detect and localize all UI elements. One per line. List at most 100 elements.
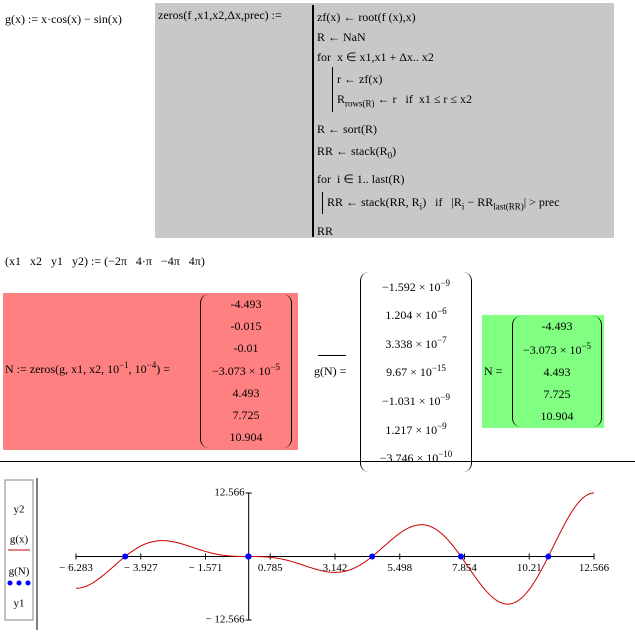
x-tick-label: − 1.571 bbox=[189, 562, 223, 574]
text-part: ) if |R bbox=[422, 195, 462, 209]
vectorize-arrow bbox=[318, 355, 346, 356]
text-part: ← r if x1 ≤ r ≤ x2 bbox=[374, 92, 473, 106]
vector-cell: 1.217 × 10−9 bbox=[385, 421, 446, 438]
vector-cell: −1.031 × 10−9 bbox=[382, 392, 450, 409]
vector-cell: −3.073 × 10−5 bbox=[523, 341, 591, 358]
loop-bar bbox=[322, 192, 323, 214]
n-box bbox=[3, 293, 298, 450]
vector-cell: -0.01 bbox=[233, 340, 259, 355]
program-line: RR ← stack(R0) bbox=[317, 144, 396, 160]
x-tick-label: − 3.927 bbox=[124, 562, 158, 574]
exponent: −7 bbox=[437, 334, 447, 345]
x-tick-label: 5.498 bbox=[387, 562, 412, 574]
text-part: R ← NaN bbox=[317, 30, 366, 44]
legend-box bbox=[4, 479, 34, 621]
x-tick-label: 0.785 bbox=[258, 562, 283, 574]
root-point bbox=[545, 553, 552, 560]
x-tick-label: 7.854 bbox=[452, 562, 477, 574]
text-part: zf(x) ← root(f (x),x) bbox=[317, 10, 416, 24]
text-part: RR ← stack(R bbox=[317, 144, 388, 158]
separator bbox=[0, 461, 635, 462]
definition: g(x) := x·cos(x) − sin(x) bbox=[5, 12, 122, 26]
mantissa: 1.204 × 10 bbox=[385, 308, 438, 323]
exponent: −9 bbox=[440, 277, 451, 288]
x-tick-label: 10.21 bbox=[517, 562, 542, 574]
text-part: | > prec bbox=[523, 195, 560, 209]
mantissa: 3.338 × 10 bbox=[385, 336, 438, 351]
root-point bbox=[122, 553, 129, 560]
program-line: for i ∈ 1.. last(R) bbox=[317, 172, 404, 187]
text-part: for i ∈ 1.. last(R) bbox=[317, 172, 405, 186]
text-part: R ← sort(R) bbox=[317, 122, 377, 136]
x-tick-label: 12.566 bbox=[579, 562, 610, 574]
result-box bbox=[482, 315, 604, 428]
exponent: −15 bbox=[431, 363, 446, 374]
exponent: −9 bbox=[437, 420, 447, 431]
subscript: i bbox=[419, 201, 423, 212]
superscript: −4 bbox=[146, 360, 157, 370]
program-box bbox=[155, 3, 614, 238]
result-label: N = bbox=[484, 364, 503, 378]
exponent: −5 bbox=[270, 362, 281, 373]
mantissa: 1.217 × 10 bbox=[385, 422, 438, 437]
mantissa: −3.073 × 10 bbox=[211, 364, 271, 379]
text-part: RR ← stack(RR, R bbox=[327, 195, 420, 209]
vector-cell: 4.493 bbox=[543, 364, 571, 379]
mantissa: −1.031 × 10 bbox=[381, 394, 441, 409]
program-line: R ← NaN bbox=[317, 30, 366, 45]
vector-cell: 7.725 bbox=[543, 386, 571, 401]
subscript: i bbox=[461, 201, 465, 212]
text-part: − RR bbox=[464, 195, 494, 209]
text-part: ) bbox=[392, 144, 397, 158]
legend-label: y2 bbox=[14, 504, 25, 516]
program-line: R ← sort(R) bbox=[317, 122, 377, 137]
program-header: zeros(f ,x1,x2,Δx,prec) := bbox=[158, 8, 282, 22]
loop-bar bbox=[332, 67, 333, 112]
root-point bbox=[369, 553, 376, 560]
gn-label: g(N) = bbox=[314, 364, 347, 378]
root-point bbox=[245, 553, 252, 560]
exponent: −10 bbox=[438, 449, 453, 460]
exponent: −5 bbox=[581, 341, 592, 352]
legend-point bbox=[7, 580, 13, 586]
vector-cell: 3.338 × 10−7 bbox=[385, 335, 446, 352]
vector-cell: -4.493 bbox=[230, 297, 262, 312]
program-line: RR ← stack(RR, Ri) if |Ri − RRlast(RR)| … bbox=[327, 195, 560, 211]
vector-cell: 10.904 bbox=[229, 429, 263, 444]
program-line: RR bbox=[317, 224, 333, 239]
mantissa: −1.592 × 10 bbox=[381, 279, 441, 294]
text-part: for x ∈ x1,x1 + Δx.. x2 bbox=[317, 50, 434, 64]
superscript: −1 bbox=[119, 360, 129, 370]
text-part: , 10 bbox=[128, 362, 147, 376]
vector-cell: 7.725 bbox=[232, 407, 260, 422]
n-vector: -4.493 -0.015 -0.01 −3.073 × 10−5 4.493 7.725… bbox=[200, 294, 292, 448]
curve bbox=[75, 492, 595, 605]
program-bar bbox=[312, 5, 314, 237]
vector-cell: -0.015 bbox=[230, 319, 262, 334]
vector-cell: 4.493 bbox=[232, 386, 260, 401]
legend-label: g(x) bbox=[10, 534, 29, 546]
program-line: r ← zf(x) bbox=[337, 72, 382, 87]
text-part: RR bbox=[317, 224, 334, 238]
vector-cell: 1.204 × 10−6 bbox=[385, 306, 446, 323]
vector-cell: 9.67 × 10−15 bbox=[386, 363, 446, 380]
vector-cell: −3.073 × 10−5 bbox=[212, 362, 280, 379]
program-line: zf(x) ← root(f (x),x) bbox=[317, 10, 416, 25]
x-tick-label: 3.142 bbox=[323, 562, 348, 574]
legend-label: g(N) bbox=[9, 566, 30, 578]
n-call: N := zeros(g, x1, x2, 10−1, 10−4) = bbox=[5, 360, 170, 377]
text-part: ) = bbox=[156, 362, 171, 376]
text-part: N := zeros(g, x1, x2, 10 bbox=[5, 362, 120, 376]
text-part: r ← zf(x) bbox=[337, 72, 383, 86]
legend-label: y1 bbox=[14, 598, 25, 610]
legend-point bbox=[25, 580, 31, 586]
legend-point bbox=[16, 580, 22, 586]
vector-cell: -4.493 bbox=[541, 319, 573, 334]
y-tick-label: − 12.566 bbox=[205, 614, 245, 626]
text-part: R bbox=[337, 92, 346, 106]
vector-cell: 10.904 bbox=[540, 408, 574, 423]
exponent: −6 bbox=[437, 306, 447, 317]
mantissa: 9.67 × 10 bbox=[386, 365, 432, 380]
mantissa: −3.073 × 10 bbox=[522, 343, 582, 358]
